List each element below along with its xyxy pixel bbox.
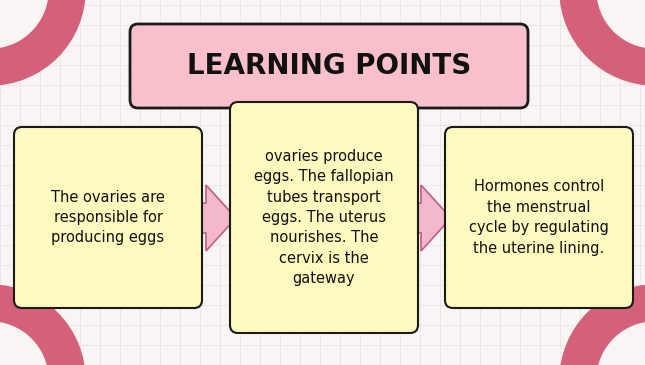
Circle shape	[0, 322, 48, 365]
Circle shape	[597, 322, 645, 365]
Text: ovaries produce
eggs. The fallopian
tubes transport
eggs. The uterus
nourishes. : ovaries produce eggs. The fallopian tube…	[254, 149, 394, 286]
Circle shape	[560, 285, 645, 365]
Text: The ovaries are
responsible for
producing eggs: The ovaries are responsible for producin…	[51, 189, 165, 245]
Circle shape	[0, 0, 48, 48]
Circle shape	[0, 285, 85, 365]
Text: Hormones control
the menstrual
cycle by regulating
the uterine lining.: Hormones control the menstrual cycle by …	[469, 180, 609, 255]
FancyBboxPatch shape	[230, 102, 418, 333]
Text: LEARNING POINTS: LEARNING POINTS	[187, 52, 471, 80]
Polygon shape	[412, 185, 451, 251]
Circle shape	[560, 0, 645, 85]
Circle shape	[0, 0, 85, 85]
FancyBboxPatch shape	[130, 24, 528, 108]
Circle shape	[597, 0, 645, 48]
FancyBboxPatch shape	[445, 127, 633, 308]
Polygon shape	[196, 185, 236, 251]
FancyBboxPatch shape	[14, 127, 202, 308]
